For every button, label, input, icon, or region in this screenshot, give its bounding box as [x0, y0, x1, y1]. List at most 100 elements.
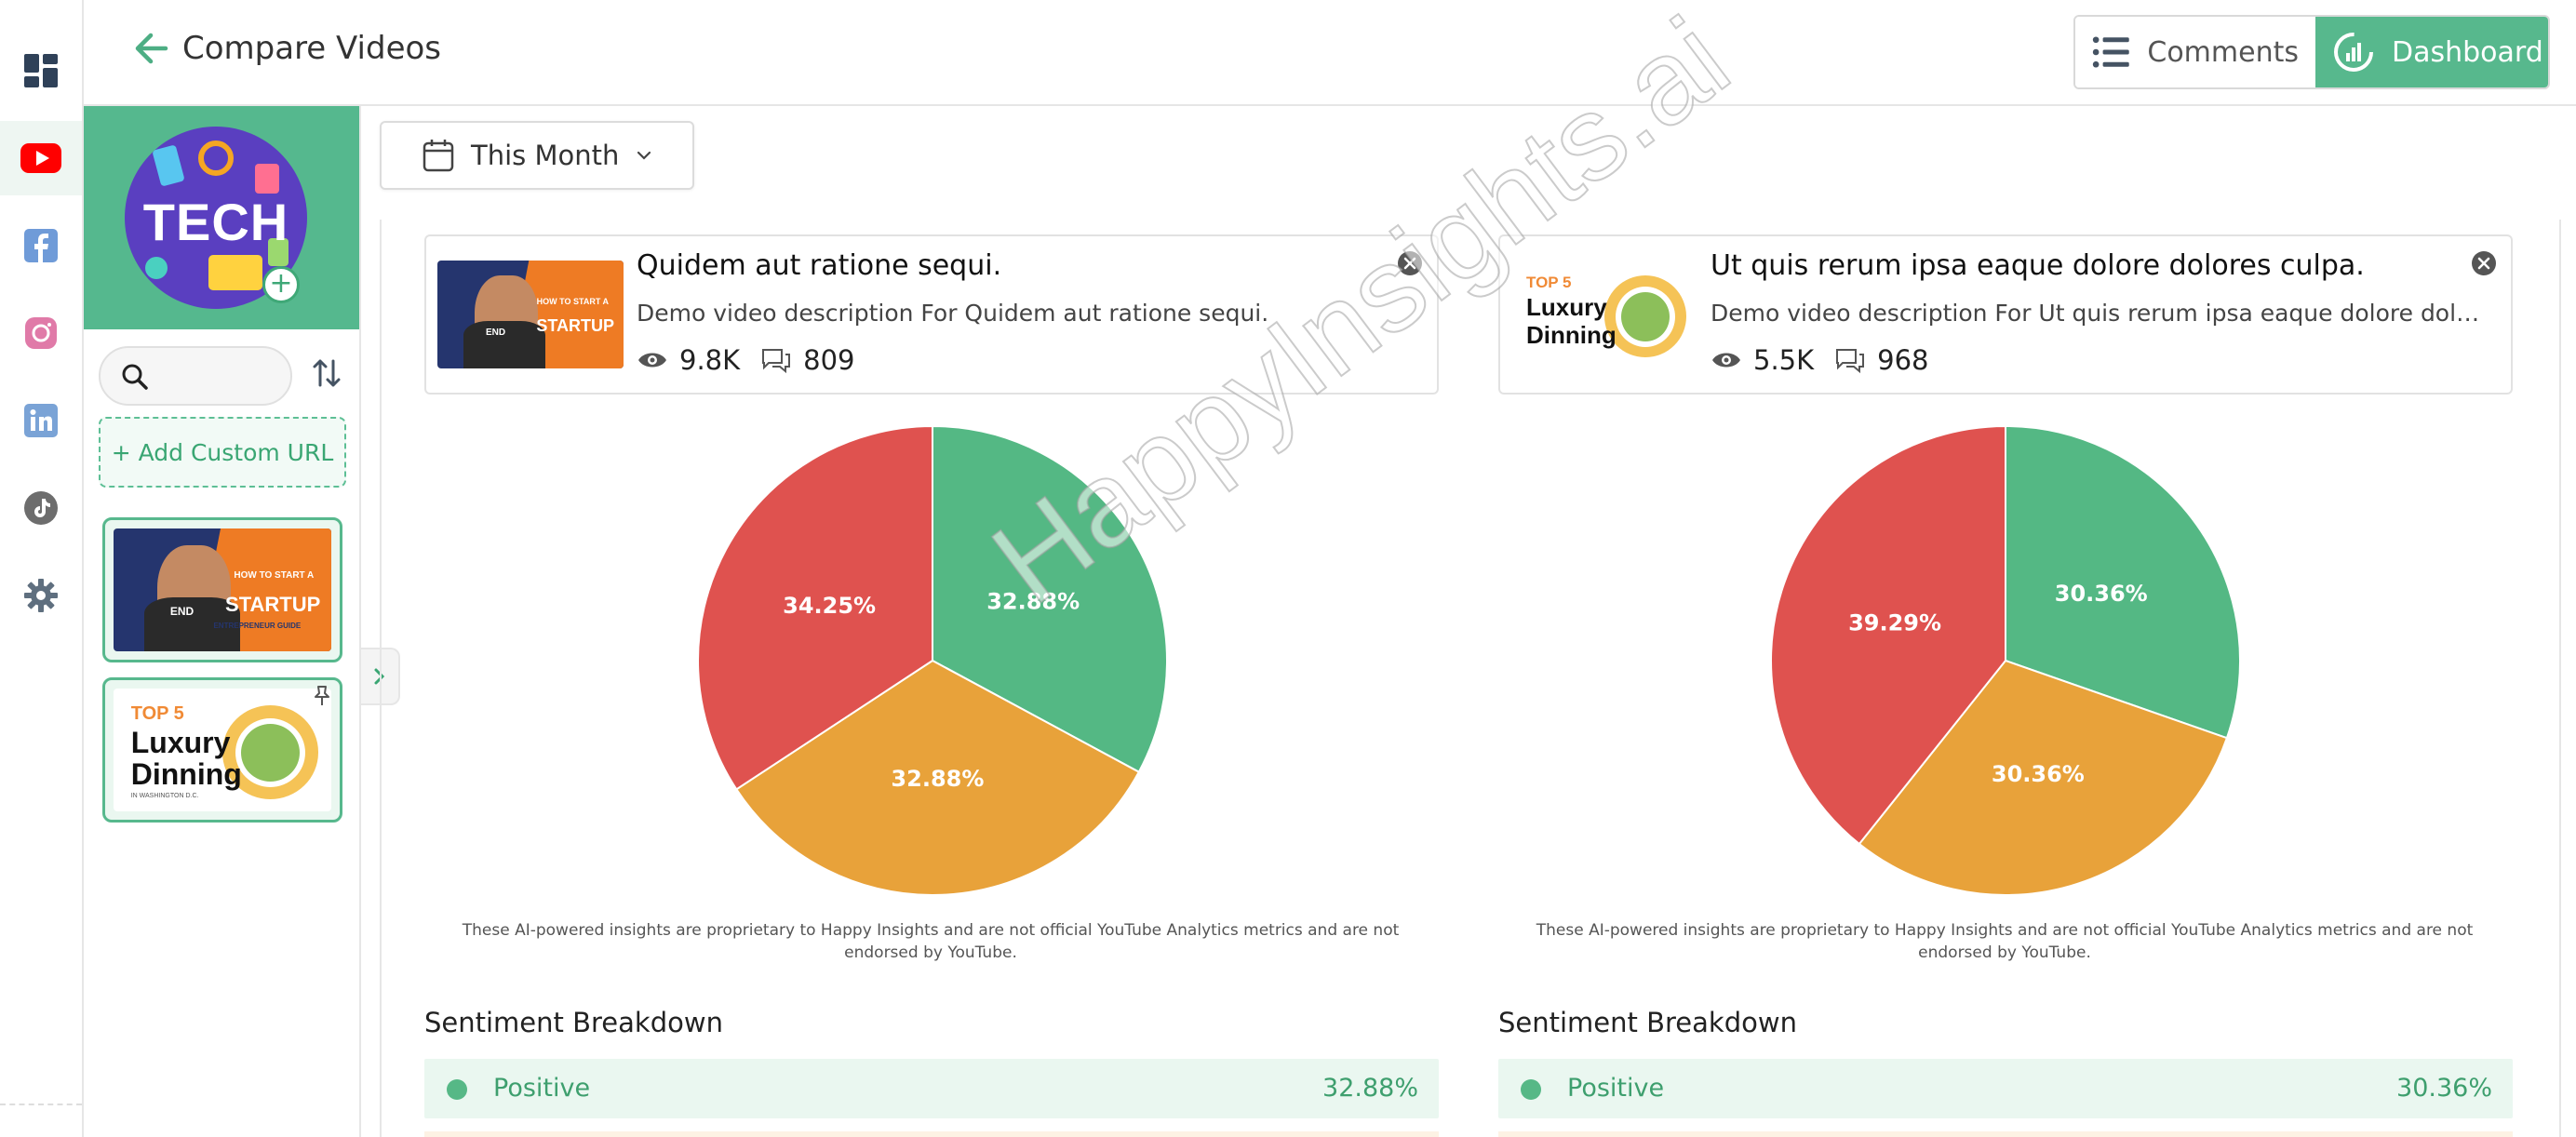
pin-icon[interactable] [310, 684, 334, 708]
video-thumbnail-luxury[interactable]: TOP 5 Luxury Dinning IN WASHINGTON D.C. [102, 677, 342, 823]
dashboard-label: Dashboard [2392, 35, 2543, 69]
pie-label-neutral: 30.36% [1992, 761, 2085, 787]
instagram-icon[interactable] [0, 296, 82, 370]
back-arrow-icon[interactable] [130, 28, 171, 69]
sort-icon[interactable] [311, 357, 342, 389]
video-title: Ut quis rerum ipsa eaque dolore dolores … [1711, 249, 2365, 282]
thumb-big-text: STARTUP [536, 316, 614, 336]
linkedin-icon[interactable] [0, 383, 82, 458]
analytics-icon [2334, 33, 2373, 72]
date-range-dropdown[interactable]: This Month [380, 121, 694, 190]
thumb-sub-text: ENTREPRENEUR GUIDE [213, 622, 302, 631]
video-title: Quidem aut ratione sequi. [637, 249, 1002, 282]
channel-avatar-text: TECH [142, 193, 289, 251]
app-rail [0, 0, 84, 1137]
luxury-thumbnail-image: TOP 5 Luxury Dinning IN WASHINGTON D.C. [114, 689, 331, 811]
sentiment-pie-chart: 30.36% 30.36% 39.29% [1770, 424, 2241, 896]
content-divider [380, 220, 382, 1137]
eye-icon [1712, 353, 1740, 368]
thumb-big-text: STARTUP [225, 592, 321, 616]
date-range-label: This Month [471, 140, 620, 171]
video-description: Demo video description For Ut quis rerum… [1711, 300, 2492, 327]
thumb-small-text: HOW TO START A [234, 569, 315, 581]
sentiment-breakdown-title: Sentiment Breakdown [424, 1007, 723, 1038]
comments-button[interactable]: Comments [2075, 17, 2315, 87]
video-card: HOW TO START A STARTUP END Quidem aut ra… [424, 234, 1439, 395]
pie-label-neutral: 32.88% [891, 766, 984, 792]
sentiment-row-neutral [1498, 1131, 2513, 1137]
dashboard-icon[interactable] [0, 33, 82, 108]
disclaimer-text: These AI-powered insights are proprietar… [462, 921, 1400, 962]
sentiment-pie-chart: 32.88% 32.88% 34.25% [697, 424, 1168, 896]
search-input[interactable] [99, 346, 292, 406]
video-thumbnail-startup[interactable]: HOW TO START A STARTUP ENTREPRENEUR GUID… [102, 517, 342, 662]
sentiment-row-positive: Positive 30.36% [1498, 1059, 2513, 1118]
thumb-line2-text: Dinning [130, 756, 242, 791]
startup-thumbnail-image: HOW TO START A STARTUP ENTREPRENEUR GUID… [114, 528, 331, 651]
thumb-badge-text: END [486, 327, 506, 338]
pie-slice-negative[interactable] [1770, 424, 2006, 846]
add-custom-url-button[interactable]: + Add Custom URL [99, 417, 346, 488]
sentiment-label: Positive [1567, 1074, 1665, 1103]
sentiment-value: 32.88% [1322, 1074, 1418, 1103]
thumb-top-text: TOP 5 [1526, 273, 1572, 291]
positive-dot-icon [447, 1079, 467, 1100]
close-icon[interactable] [2470, 249, 2498, 277]
close-icon[interactable] [1396, 249, 1424, 277]
settings-icon[interactable] [0, 558, 82, 633]
facebook-icon[interactable] [0, 208, 82, 283]
tiktok-icon[interactable] [0, 471, 82, 545]
channel-header: TECH + [84, 106, 359, 329]
tech-gadgets-icon [145, 140, 288, 290]
positive-dot-icon [1521, 1079, 1541, 1100]
list-icon [2092, 36, 2129, 68]
thumb-line1-text: Luxury [130, 725, 231, 759]
chevron-down-icon [637, 151, 651, 160]
video-stats: 9.8K 809 [637, 344, 855, 376]
disclaimer-text: These AI-powered insights are proprietar… [1536, 921, 2474, 962]
pie-label-positive: 32.88% [986, 588, 1080, 614]
search-icon [122, 364, 148, 390]
calendar-icon [423, 140, 454, 172]
pie-slice-negative[interactable] [697, 424, 933, 791]
video-stats: 5.5K 968 [1711, 344, 1929, 376]
page-header: Compare Videos Comments Dashboard [84, 0, 2576, 106]
sentiment-label: Positive [493, 1074, 591, 1103]
video-thumbnail: HOW TO START A STARTUP END [437, 261, 624, 368]
thumb-badge-text: END [169, 604, 195, 618]
pie-label-positive: 30.36% [2055, 581, 2148, 607]
thumb-line2-text: Dinning [1526, 320, 1617, 349]
video-description: Demo video description For Quidem aut ra… [637, 300, 1269, 327]
view-count: 9.8K [679, 344, 741, 376]
comment-count: 968 [1877, 344, 1929, 376]
comments-label: Comments [2147, 35, 2299, 69]
add-channel-icon[interactable]: + [262, 266, 300, 303]
sentiment-value: 30.36% [2396, 1074, 2492, 1103]
sentiment-row-neutral [424, 1131, 1439, 1137]
dashboard-button[interactable]: Dashboard [2315, 17, 2548, 87]
youtube-icon[interactable] [0, 121, 82, 195]
view-count: 5.5K [1753, 344, 1815, 376]
thumb-line1-text: Luxury [1526, 292, 1607, 321]
content-divider [2559, 220, 2561, 1137]
pie-slice-neutral[interactable] [1858, 659, 2229, 896]
view-toggle: Comments Dashboard [2073, 15, 2550, 89]
thumb-top-text: TOP 5 [130, 702, 184, 724]
sentiment-row-positive: Positive 32.88% [424, 1059, 1439, 1118]
video-thumbnail: TOP 5 Luxury Dinning [1511, 261, 1697, 368]
thumb-small-text: HOW TO START A [536, 297, 609, 307]
page-title: Compare Videos [182, 30, 442, 67]
rail-divider [0, 1104, 82, 1105]
video-sidebar: TECH + + Add Custom URL HOW TO START A S… [84, 106, 361, 1137]
pie-label-negative: 39.29% [1848, 609, 1941, 635]
comment-count: 809 [803, 344, 855, 376]
pie-slice-positive[interactable] [2005, 424, 2241, 740]
pie-slice-neutral[interactable] [734, 659, 1141, 896]
chevron-right-icon [374, 668, 385, 685]
pie-slice-positive[interactable] [932, 424, 1168, 774]
thumb-line3-text: IN WASHINGTON D.C. [130, 792, 199, 799]
channel-avatar[interactable]: TECH [125, 127, 307, 309]
eye-icon [638, 353, 666, 368]
comment-icon [762, 349, 791, 374]
video-card: TOP 5 Luxury Dinning Ut quis rerum ipsa … [1498, 234, 2513, 395]
